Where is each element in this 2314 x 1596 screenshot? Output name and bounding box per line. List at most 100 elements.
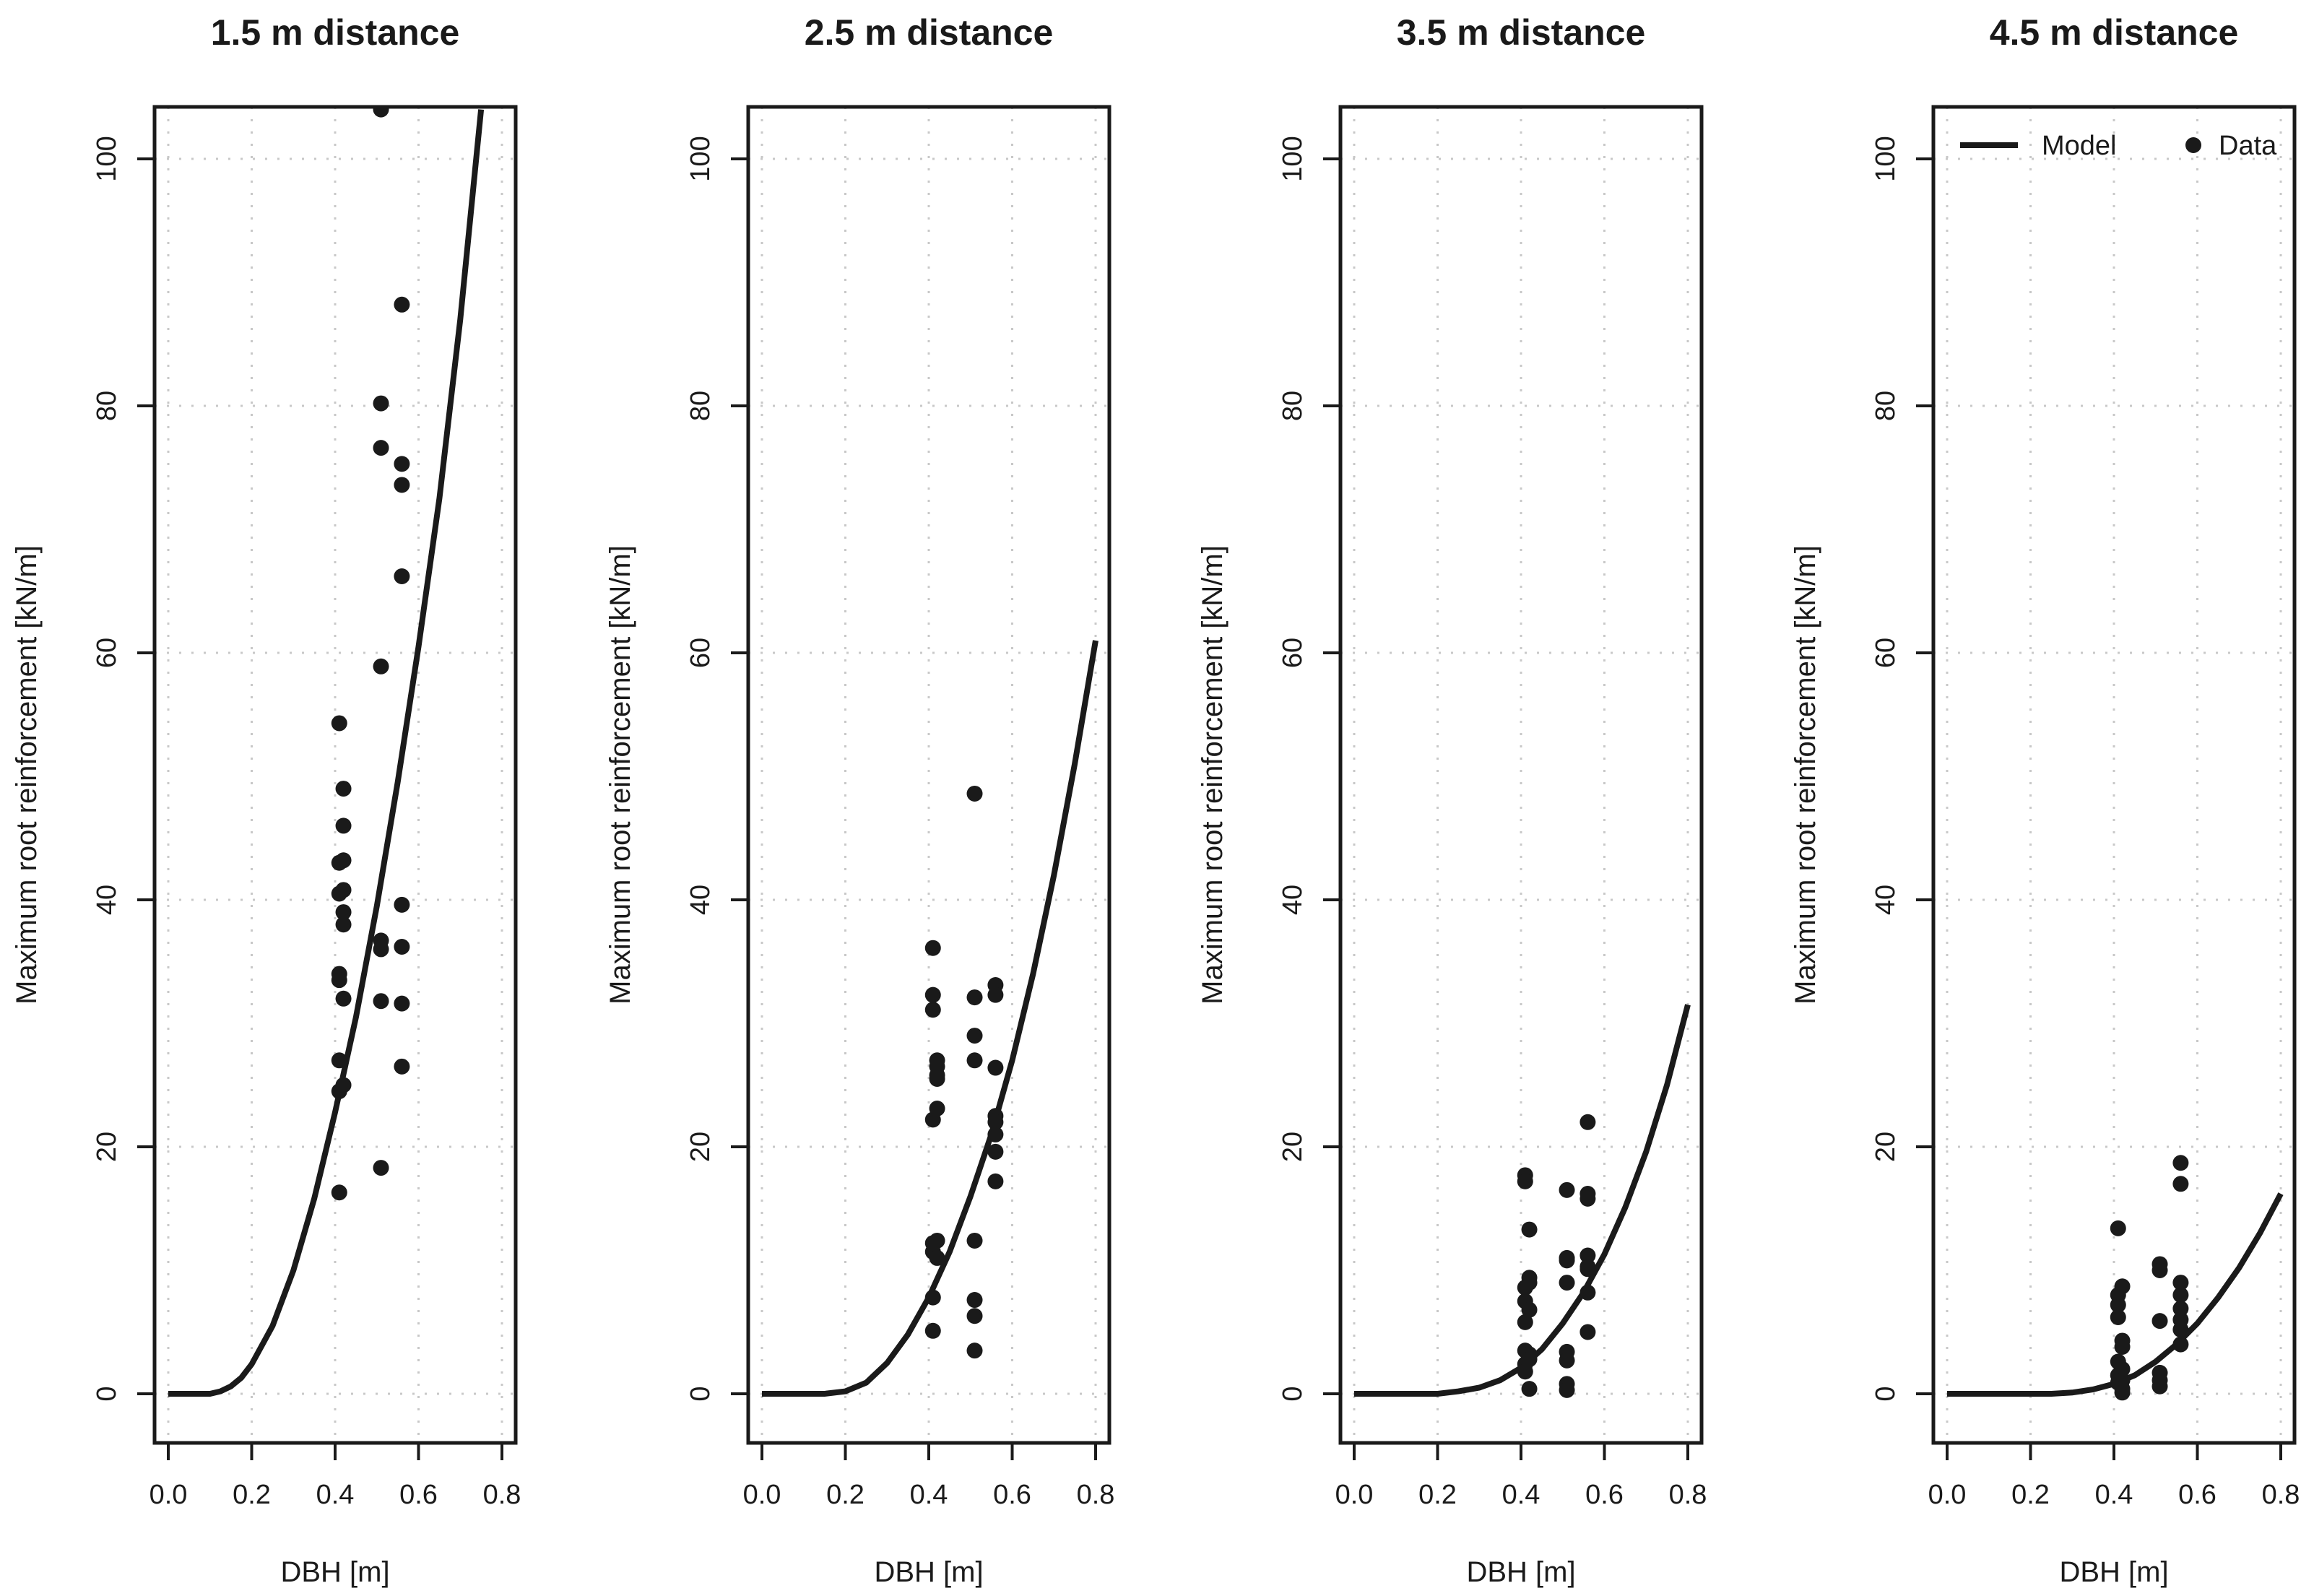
data-point	[373, 993, 389, 1010]
data-point	[2114, 1278, 2131, 1295]
data-point	[1580, 1261, 1596, 1278]
data-point	[373, 107, 389, 118]
data-point	[987, 1143, 1004, 1160]
data-point	[335, 904, 352, 921]
data-point	[987, 986, 1004, 1003]
data-point	[924, 1322, 941, 1339]
x-tick-label: 0.0	[150, 1480, 188, 1510]
y-tick-label: 60	[1871, 638, 1901, 668]
data-point	[2172, 1275, 2189, 1291]
y-tick-label: 40	[685, 885, 716, 915]
panel-4: 4.5 m distance 0.0 0.2 0.4 0.6 0.8 0 20 40 60 80 10…	[1790, 12, 2300, 1588]
x-tick-label: 0.2	[826, 1480, 864, 1510]
x-tick-label: 0.2	[1418, 1480, 1457, 1510]
y-tick-label: 0	[92, 1386, 122, 1401]
plot-data	[168, 107, 485, 1397]
y-tick-label: 20	[92, 1132, 122, 1162]
data-point	[331, 972, 347, 989]
plot-data	[1354, 1004, 1691, 1398]
plot-frame	[152, 105, 518, 1445]
model-curve	[1947, 1192, 2284, 1397]
data-point	[373, 658, 389, 675]
x-tick-label: 0.4	[2095, 1480, 2133, 1510]
data-point	[2172, 1301, 2189, 1317]
x-tick-label: 0.2	[2011, 1480, 2050, 1510]
data-point	[987, 1126, 1004, 1142]
panel-2: 2.5 m distance 0.0 0.2 0.4 0.6 0.8 0 20 40 60 80 10…	[604, 12, 1114, 1588]
data-point	[966, 1232, 983, 1249]
data-point	[2152, 1378, 2168, 1395]
data-point	[331, 1052, 347, 1069]
data-point	[966, 1292, 983, 1309]
y-tick-label: 40	[92, 885, 122, 915]
x-tick-label: 0.4	[316, 1480, 355, 1510]
y-tick-label: 0	[1278, 1386, 1308, 1401]
data-point	[2172, 1336, 2189, 1353]
x-axis-label: DBH [m]	[1466, 1556, 1575, 1588]
y-tick-label: 100	[1871, 136, 1901, 181]
data-point	[929, 1249, 945, 1266]
data-point	[335, 916, 352, 933]
data-point	[929, 1100, 945, 1116]
data-point	[335, 817, 352, 834]
data-point	[987, 1059, 1004, 1076]
data-point	[2114, 1339, 2131, 1356]
data-point	[373, 1160, 389, 1176]
y-tick-label: 0	[685, 1386, 716, 1401]
data-point	[2114, 1361, 2131, 1377]
data-point	[1559, 1275, 1575, 1291]
x-tick-label: 0.4	[1502, 1480, 1540, 1510]
x-tick-label: 0.6	[1585, 1480, 1624, 1510]
data-point	[373, 941, 389, 958]
data-point	[1521, 1351, 1538, 1368]
grid	[155, 107, 516, 1443]
x-tick-label: 0.6	[993, 1480, 1031, 1510]
y-tick-label: 60	[1278, 638, 1308, 668]
legend-model-label: Model	[2042, 131, 2117, 161]
data-point	[966, 989, 983, 1006]
data-point	[1580, 1190, 1596, 1207]
data-point	[1559, 1252, 1575, 1269]
data-point	[966, 1308, 983, 1324]
y-axis-label: Maximum root reinforcement [kN/m]	[1790, 545, 1821, 1005]
data-point	[924, 986, 941, 1003]
y-axis-label: Maximum root reinforcement [kN/m]	[604, 545, 636, 1005]
data-point	[2152, 1313, 2168, 1330]
data-point	[929, 1070, 945, 1087]
x-tick-label: 0.6	[2178, 1480, 2216, 1510]
data-point	[373, 440, 389, 456]
data-point	[2172, 1176, 2189, 1192]
panel-title: 4.5 m distance	[1990, 12, 2239, 53]
data-point	[394, 1058, 410, 1075]
y-tick-label: 20	[1871, 1132, 1901, 1162]
model-curve	[168, 109, 485, 1397]
data-point	[1559, 1352, 1575, 1369]
data-point	[335, 852, 352, 869]
y-tick-label: 100	[92, 136, 122, 181]
model-curve	[1354, 1004, 1691, 1397]
y-tick-label: 100	[685, 136, 716, 181]
data-point	[335, 882, 352, 898]
data-point	[966, 1028, 983, 1044]
data-point	[394, 938, 410, 955]
data-point	[1580, 1247, 1596, 1264]
data-point	[2110, 1309, 2126, 1325]
data-point	[1517, 1363, 1533, 1380]
data-point	[394, 995, 410, 1012]
panel-3: 3.5 m distance 0.0 0.2 0.4 0.6 0.8 0 20 40 60 80 10…	[1197, 12, 1707, 1588]
data-point	[2114, 1384, 2131, 1401]
plot-data	[762, 640, 1098, 1397]
data-point	[335, 1077, 352, 1093]
data-point	[924, 940, 941, 956]
grid	[748, 107, 1109, 1443]
data-point	[1580, 1324, 1596, 1340]
data-point	[394, 568, 410, 584]
y-axis-label: Maximum root reinforcement [kN/m]	[11, 545, 43, 1005]
data-point	[924, 1289, 941, 1306]
x-axis-label: DBH [m]	[2059, 1556, 2168, 1588]
y-tick-label: 20	[685, 1132, 716, 1162]
panel-title: 2.5 m distance	[805, 12, 1054, 53]
x-tick-label: 0.8	[483, 1480, 521, 1510]
data-point	[2172, 1287, 2189, 1304]
